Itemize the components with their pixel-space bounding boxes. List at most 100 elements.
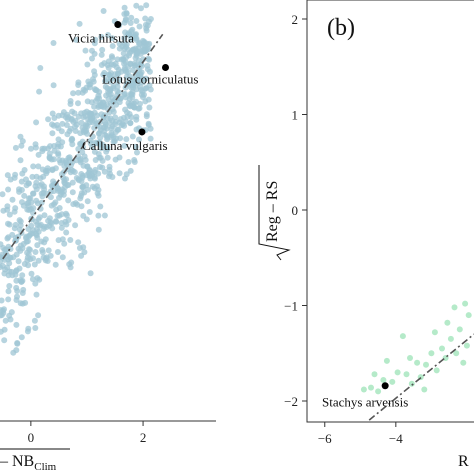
data-point	[105, 96, 112, 103]
y-tick-label: 2	[292, 12, 299, 27]
data-point	[143, 40, 149, 47]
data-point	[77, 140, 83, 147]
data-point	[128, 91, 135, 98]
data-point	[108, 130, 115, 137]
data-point	[127, 120, 134, 127]
data-point	[114, 79, 121, 86]
data-point	[121, 45, 128, 52]
data-point	[127, 20, 134, 26]
data-point	[112, 71, 119, 78]
data-point	[104, 146, 111, 153]
data-point	[23, 238, 30, 245]
data-point	[32, 249, 39, 255]
data-point	[69, 141, 76, 148]
data-point	[32, 141, 39, 148]
data-point	[123, 171, 130, 178]
data-point	[463, 342, 470, 349]
data-point	[104, 154, 111, 161]
data-point	[121, 4, 128, 11]
data-point	[17, 300, 24, 307]
data-point	[104, 134, 111, 141]
data-point	[35, 163, 42, 170]
data-point	[63, 122, 70, 128]
data-point	[91, 125, 98, 131]
data-point	[76, 245, 83, 251]
data-point	[6, 221, 13, 228]
data-point	[414, 359, 421, 366]
data-point	[403, 371, 410, 378]
data-point	[31, 261, 38, 268]
data-point	[70, 90, 77, 97]
data-point	[96, 154, 103, 161]
panel-a-xlabel: – NBClim	[0, 453, 57, 473]
data-point	[67, 237, 74, 243]
data-point	[19, 138, 26, 145]
data-point	[124, 31, 131, 38]
data-point	[137, 71, 144, 78]
data-point	[63, 221, 70, 228]
x-tick-label: −4	[389, 431, 403, 446]
data-point	[96, 130, 103, 136]
data-point	[16, 217, 23, 224]
data-point	[88, 99, 95, 106]
data-point	[49, 183, 56, 190]
data-point	[147, 135, 154, 142]
data-point	[125, 159, 132, 165]
data-point	[109, 43, 116, 49]
data-point	[136, 105, 143, 112]
data-point	[133, 31, 139, 38]
data-point	[55, 151, 62, 158]
data-point	[30, 209, 36, 216]
data-point	[33, 197, 40, 204]
data-point	[132, 143, 139, 150]
data-point	[79, 89, 86, 96]
data-point	[133, 2, 140, 9]
data-point	[408, 380, 415, 387]
data-point	[47, 143, 54, 150]
data-point	[55, 141, 62, 148]
annotation-label: Vicia hirsuta	[68, 31, 134, 46]
data-point	[60, 174, 67, 181]
data-point	[16, 186, 22, 193]
data-point	[105, 64, 112, 71]
data-point	[116, 99, 123, 106]
data-point	[51, 115, 58, 121]
data-point	[134, 78, 141, 85]
data-point	[6, 211, 13, 218]
data-point	[136, 23, 143, 30]
data-point	[82, 47, 89, 54]
data-point	[421, 386, 428, 393]
data-point	[465, 312, 472, 319]
data-point	[65, 217, 72, 223]
data-point	[67, 169, 74, 176]
data-point	[371, 371, 378, 378]
panel-b-y-ticks: −2 −1 0 1 2	[284, 12, 307, 409]
data-point	[144, 66, 151, 73]
data-point	[34, 275, 41, 282]
data-point	[52, 261, 59, 268]
data-point	[42, 255, 49, 262]
data-point	[42, 236, 49, 243]
data-point	[86, 119, 93, 126]
data-point	[444, 319, 451, 326]
data-point	[36, 214, 43, 221]
data-point	[91, 148, 98, 155]
data-point	[41, 212, 48, 219]
annotated-point	[162, 63, 170, 71]
data-point	[115, 126, 122, 133]
data-point	[50, 40, 57, 46]
data-point	[143, 2, 150, 9]
data-point	[11, 208, 18, 215]
data-point	[64, 111, 71, 118]
data-point	[84, 61, 91, 68]
data-point	[101, 103, 108, 109]
data-point	[121, 19, 128, 26]
data-point	[66, 128, 73, 135]
data-point	[134, 149, 140, 156]
data-point	[65, 197, 72, 204]
data-point	[109, 54, 116, 61]
data-point	[55, 136, 62, 143]
data-point	[136, 41, 143, 48]
data-point	[102, 78, 109, 85]
